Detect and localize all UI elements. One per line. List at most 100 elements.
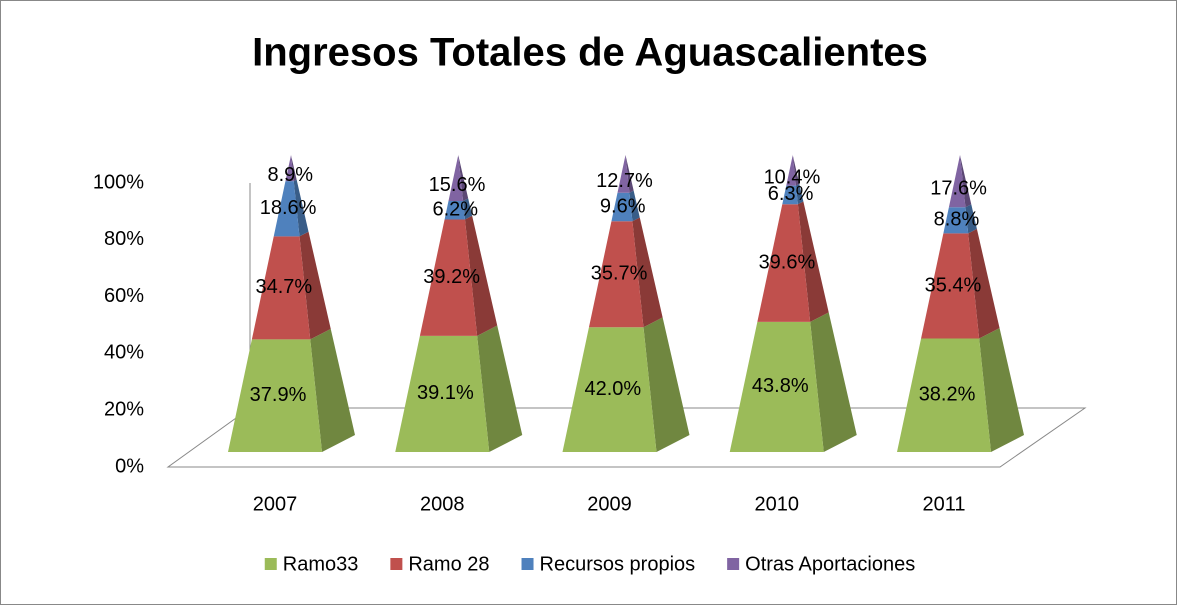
x-tick-label: 2010: [755, 493, 800, 515]
pyramid-segment: [617, 155, 634, 193]
pyramid-segment: [943, 204, 977, 234]
segment-side: [299, 231, 331, 340]
segment-side: [643, 317, 690, 452]
segment-front: [588, 221, 644, 328]
segment-side: [464, 215, 498, 336]
segment-side: [965, 204, 977, 234]
pyramid-segment: [419, 215, 498, 336]
legend-label: Ramo33: [283, 553, 359, 575]
pyramid-segment: [273, 179, 309, 237]
segment-front: [448, 154, 464, 202]
segment-front: [228, 339, 322, 452]
pyramid-segment: [729, 312, 857, 452]
data-label: 10.4%: [764, 166, 821, 188]
segment-front: [419, 219, 478, 336]
legend-label: Recursos propios: [540, 553, 696, 575]
floor: [166, 407, 1087, 468]
pyramid-segment: [228, 328, 355, 452]
segment-side: [310, 328, 355, 452]
pyramid-segment: [611, 190, 640, 222]
segment-front: [395, 335, 490, 452]
segment-side: [810, 312, 857, 452]
chart-title: Ingresos Totales de Aguascalientes: [252, 31, 928, 75]
data-label: 34.7%: [255, 276, 312, 298]
data-label: 6.3%: [768, 183, 814, 205]
segment-front: [444, 201, 465, 220]
pyramid-segment: [285, 154, 297, 182]
y-tick-label: 40%: [104, 342, 144, 364]
data-label: 8.9%: [268, 164, 314, 186]
pyramid-segment: [948, 155, 972, 208]
segment-front: [786, 154, 796, 186]
segment-side: [477, 325, 523, 452]
pyramid-segment: [588, 217, 663, 328]
segment-front: [921, 233, 980, 339]
x-tick-label: 2008: [420, 493, 465, 515]
data-label: 12.7%: [596, 170, 653, 192]
data-label: 39.6%: [759, 251, 816, 273]
x-tick-label: 2007: [253, 493, 298, 515]
segment-front: [562, 327, 657, 452]
segment-side: [797, 201, 829, 322]
segment-front: [251, 236, 311, 340]
segment-front: [948, 155, 966, 208]
legend-item: Ramo 28: [390, 553, 490, 575]
data-label: 8.8%: [934, 209, 980, 231]
y-tick-label: 80%: [104, 228, 144, 250]
segment-side: [625, 155, 634, 193]
data-label: 18.6%: [260, 197, 317, 219]
data-label: 15.6%: [429, 174, 486, 196]
legend-item: Ramo33: [264, 553, 359, 575]
legend-item: Recursos propios: [521, 553, 696, 575]
segment-side: [463, 198, 473, 220]
segment-front: [782, 185, 798, 205]
legend-swatch: [521, 558, 534, 570]
legend-swatch: [264, 558, 277, 570]
segment-side: [968, 228, 1000, 339]
data-label: 37.9%: [250, 384, 307, 406]
y-tick-label: 60%: [104, 285, 144, 307]
y-tick-label: 0%: [115, 455, 144, 477]
pyramid-segment: [786, 154, 800, 186]
pyramid-segment: [448, 154, 469, 202]
segment-front: [729, 321, 824, 452]
pyramid-segment: [395, 325, 523, 452]
segment-front: [617, 155, 630, 193]
data-label: 42.0%: [585, 378, 642, 400]
segment-front: [943, 207, 969, 234]
legend-item: Otras Aportaciones: [727, 553, 915, 575]
data-label: 17.6%: [930, 177, 987, 199]
pyramid-segment: [897, 328, 1024, 452]
legend-label: Otras Aportaciones: [745, 553, 915, 575]
data-label: 39.2%: [423, 266, 480, 288]
legend-swatch: [390, 558, 403, 570]
segment-front: [285, 154, 294, 182]
pyramid-segment: [782, 183, 804, 205]
data-label: 38.2%: [919, 384, 976, 406]
pyramid-segment: [444, 198, 473, 220]
segment-side: [632, 217, 663, 328]
y-tick-label: 100%: [93, 171, 144, 193]
segment-front: [273, 181, 300, 237]
data-label: 35.7%: [591, 263, 648, 285]
y-tick-label: 20%: [104, 398, 144, 420]
pyramid-segment: [921, 228, 1000, 339]
segment-side: [795, 183, 804, 205]
segment-side: [960, 155, 972, 208]
data-label: 9.6%: [600, 195, 646, 217]
segment-side: [629, 190, 640, 222]
segment-front: [897, 338, 991, 452]
x-tick-label: 2009: [587, 493, 632, 515]
segment-side: [792, 154, 800, 186]
segment-front: [757, 204, 811, 322]
pyramid-segment: [251, 231, 331, 340]
legend-label: Ramo 28: [408, 553, 489, 575]
segment-side: [290, 154, 297, 182]
x-tick-label: 2011: [922, 493, 965, 515]
data-label: 35.4%: [925, 274, 982, 296]
pyramid-segment: [757, 201, 829, 322]
segment-side: [293, 179, 309, 237]
data-label: 6.2%: [432, 199, 478, 221]
data-label: 43.8%: [752, 375, 809, 397]
